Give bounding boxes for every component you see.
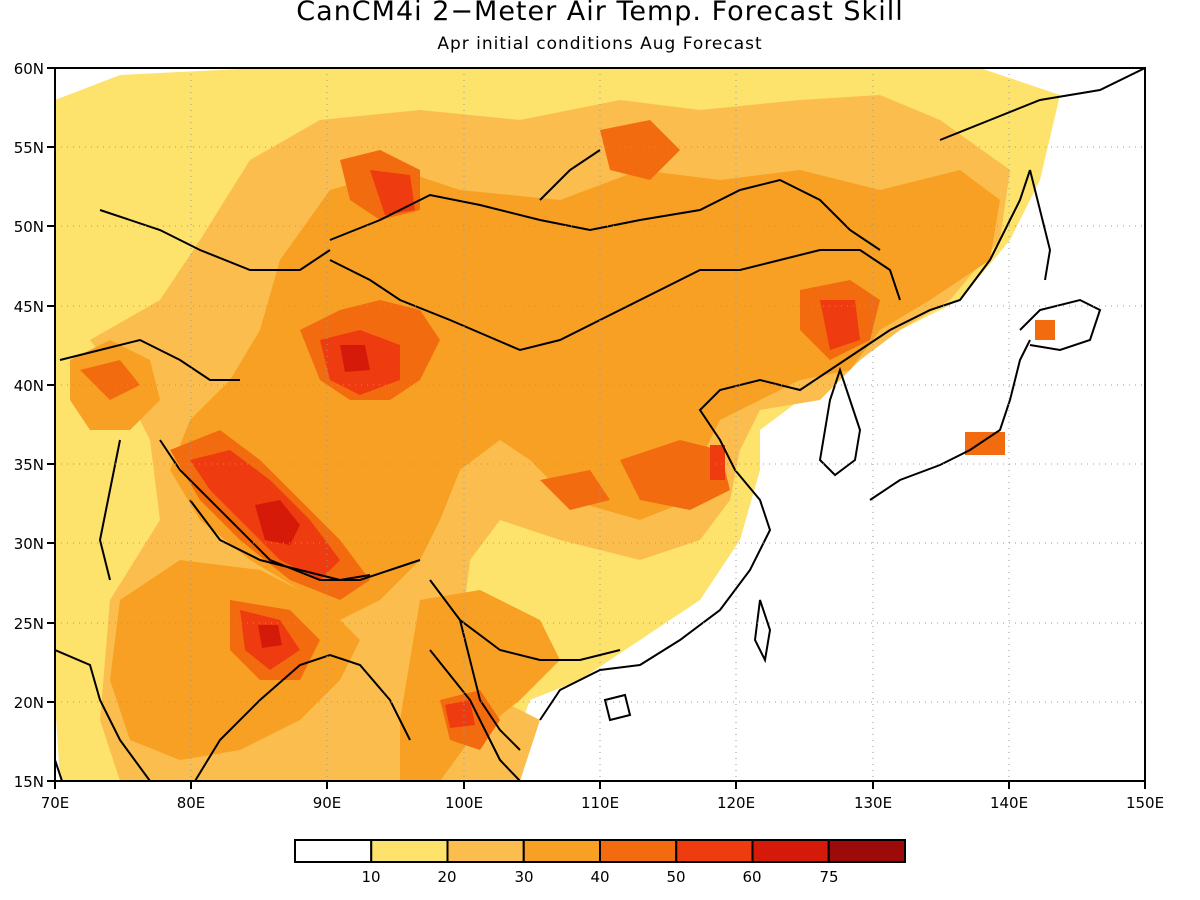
border-kazakhstan: [99, 209, 331, 271]
japan-honshu: [869, 339, 1031, 501]
lat-tick-label: 50N: [14, 218, 44, 236]
border-mongolia-russia: [329, 178, 881, 251]
lake-baikal: [539, 149, 601, 201]
colorbar-swatch: [751, 839, 830, 863]
colorbar-swatch: [294, 839, 373, 863]
axis-ticks: [47, 67, 1146, 789]
colorbar-label: 60: [742, 868, 761, 886]
chart-subtitle: Apr initial conditions Aug Forecast: [437, 34, 763, 54]
sri-lanka-island: [55, 759, 63, 781]
lon-tick-label: 100E: [445, 794, 483, 812]
russia-okhotsk-coast: [939, 68, 1145, 141]
border-china-west: [159, 439, 421, 581]
colorbar-label: 20: [437, 868, 456, 886]
lon-tick-label: 140E: [990, 794, 1028, 812]
lat-tick-label: 30N: [14, 535, 44, 553]
border-central-asia: [59, 338, 240, 381]
lon-tick-label: 150E: [1126, 794, 1164, 812]
coastline-southeast-asia: [429, 169, 1031, 781]
colorbar-label: 10: [361, 868, 380, 886]
border-indochina: [459, 619, 521, 751]
japan-hokkaido: [1019, 298, 1102, 352]
lon-tick-label: 110E: [581, 794, 619, 812]
korea-peninsula: [818, 366, 862, 477]
coastline-south-asia: [55, 649, 151, 781]
hainan-island: [603, 693, 632, 722]
lat-tick-label: 60N: [14, 60, 44, 78]
colorbar-swatch: [446, 839, 525, 863]
lon-tick-label: 90E: [313, 794, 342, 812]
colorbar-swatch: [370, 839, 449, 863]
colorbar-swatch: [827, 839, 906, 863]
colorbar-swatch: [599, 839, 678, 863]
colorbar: 10 20 30 40 50 60 75: [294, 839, 906, 886]
skill-region-40-50: [80, 120, 1055, 750]
border-south-china: [429, 579, 621, 661]
graticule: [55, 68, 1145, 781]
border-india-myanmar: [98, 439, 121, 581]
lat-tick-label: 45N: [14, 298, 44, 316]
lat-tick-label: 55N: [14, 139, 44, 157]
lon-labels: 70E 80E 90E 100E 110E 120E 130E 140E 150…: [41, 794, 1164, 812]
border-china-north: [329, 249, 901, 352]
border-himalaya: [189, 499, 371, 582]
colorbar-label: 50: [666, 868, 685, 886]
colorbar-swatch: [522, 839, 601, 863]
lat-tick-label: 35N: [14, 456, 44, 474]
lon-tick-label: 70E: [41, 794, 70, 812]
colorbar-label: 30: [514, 868, 533, 886]
colorbar-swatch: [675, 839, 754, 863]
coastlines-borders: [55, 68, 1145, 781]
sakhalin-island: [1029, 169, 1052, 281]
skill-shading: [55, 68, 1060, 781]
lat-tick-label: 20N: [14, 694, 44, 712]
taiwan-island: [753, 599, 772, 664]
chart-title: CanCM4i 2−Meter Air Temp. Forecast Skill: [296, 0, 904, 27]
lat-labels: 60N 55N 50N 45N 40N 35N 30N 25N 20N 15N: [14, 60, 44, 791]
lon-tick-label: 130E: [854, 794, 892, 812]
lat-tick-label: 25N: [14, 615, 44, 633]
colorbar-label: 75: [819, 868, 838, 886]
lon-tick-label: 80E: [177, 794, 206, 812]
lat-tick-label: 40N: [14, 377, 44, 395]
colorbar-label: 40: [590, 868, 609, 886]
lat-tick-label: 15N: [14, 773, 44, 791]
coastline-bay-of-bengal: [194, 653, 411, 781]
lon-tick-label: 120E: [717, 794, 755, 812]
